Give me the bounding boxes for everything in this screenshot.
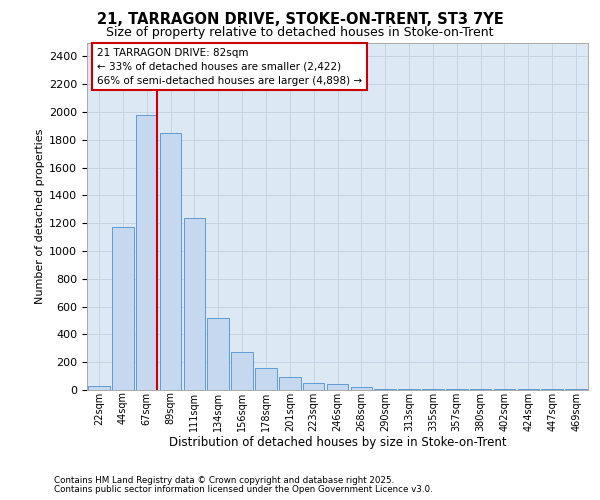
Bar bbox=[184, 218, 205, 390]
Bar bbox=[208, 318, 229, 390]
Bar bbox=[232, 352, 253, 390]
Text: Contains public sector information licensed under the Open Government Licence v3: Contains public sector information licen… bbox=[54, 485, 433, 494]
Bar bbox=[88, 386, 110, 390]
Bar bbox=[279, 378, 301, 390]
Bar bbox=[112, 226, 134, 390]
Bar bbox=[350, 386, 372, 390]
Bar bbox=[374, 388, 396, 390]
Text: Size of property relative to detached houses in Stoke-on-Trent: Size of property relative to detached ho… bbox=[106, 26, 494, 39]
Text: Contains HM Land Registry data © Crown copyright and database right 2025.: Contains HM Land Registry data © Crown c… bbox=[54, 476, 394, 485]
Y-axis label: Number of detached properties: Number of detached properties bbox=[35, 128, 45, 304]
Text: 21, TARRAGON DRIVE, STOKE-ON-TRENT, ST3 7YE: 21, TARRAGON DRIVE, STOKE-ON-TRENT, ST3 … bbox=[97, 12, 503, 28]
Text: 21 TARRAGON DRIVE: 82sqm
← 33% of detached houses are smaller (2,422)
66% of sem: 21 TARRAGON DRIVE: 82sqm ← 33% of detach… bbox=[97, 48, 362, 86]
Bar bbox=[136, 115, 157, 390]
Bar bbox=[255, 368, 277, 390]
Bar bbox=[398, 388, 420, 390]
Bar bbox=[303, 383, 325, 390]
Bar bbox=[327, 384, 348, 390]
X-axis label: Distribution of detached houses by size in Stoke-on-Trent: Distribution of detached houses by size … bbox=[169, 436, 506, 450]
Bar bbox=[160, 133, 181, 390]
